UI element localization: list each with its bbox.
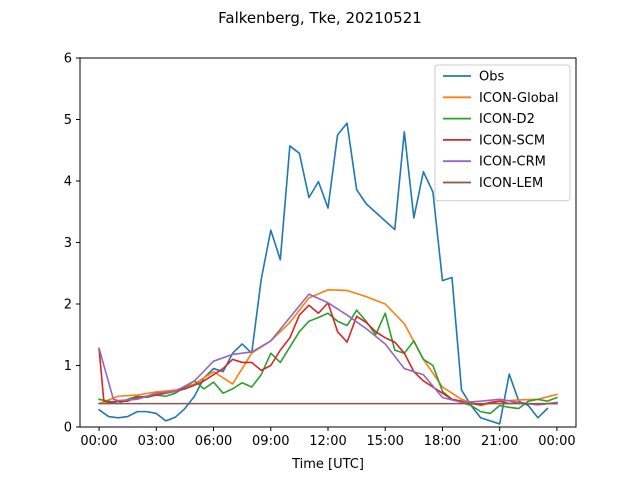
x-axis: 00:00 03:00 06:00 09:00 12:00 15:00 18:00 21:00… [80, 427, 576, 449]
x-tick-label-0: 00:00 [80, 434, 117, 449]
legend-label-5: ICON-LEM [479, 176, 543, 191]
y-tick-label-4: 4 [64, 175, 72, 190]
series-line-2 [98, 309, 558, 415]
y-tick-label-2: 2 [64, 298, 72, 313]
legend-label-2: ICON-D2 [479, 112, 535, 127]
legend: Obs ICON-Global ICON-D2 ICON-SCM ICON-CRM ICO… [434, 64, 571, 202]
x-axis-label: Time [UTC] [291, 457, 364, 472]
legend-label-1: ICON-Global [479, 91, 559, 106]
y-tick-label-0: 0 [64, 421, 72, 436]
y-tick-label-6: 6 [64, 52, 72, 67]
x-tick-label-5: 15:00 [366, 434, 403, 449]
y-tick-label-1: 1 [64, 359, 72, 374]
x-tick-label-7: 21:00 [481, 434, 518, 449]
legend-label-3: ICON-SCM [479, 133, 545, 148]
x-tick-label-6: 18:00 [424, 434, 461, 449]
y-tick-label-3: 3 [64, 236, 72, 251]
legend-label-0: Obs [479, 70, 504, 85]
x-tick-label-8: 00:00 [538, 434, 575, 449]
legend-box [434, 64, 571, 202]
chart-title: Falkenberg, Tke, 20210521 [218, 9, 422, 27]
x-tick-label-4: 12:00 [309, 434, 346, 449]
x-tick-label-2: 06:00 [195, 434, 232, 449]
plot-series [97, 122, 558, 425]
series-line-4 [98, 293, 558, 406]
legend-label-4: ICON-CRM [479, 155, 546, 170]
x-tick-label-3: 09:00 [252, 434, 289, 449]
y-axis: 0 1 2 3 4 5 6 [64, 52, 80, 436]
x-tick-label-1: 03:00 [138, 434, 175, 449]
series-line-0 [97, 122, 549, 425]
y-tick-label-5: 5 [64, 113, 72, 128]
